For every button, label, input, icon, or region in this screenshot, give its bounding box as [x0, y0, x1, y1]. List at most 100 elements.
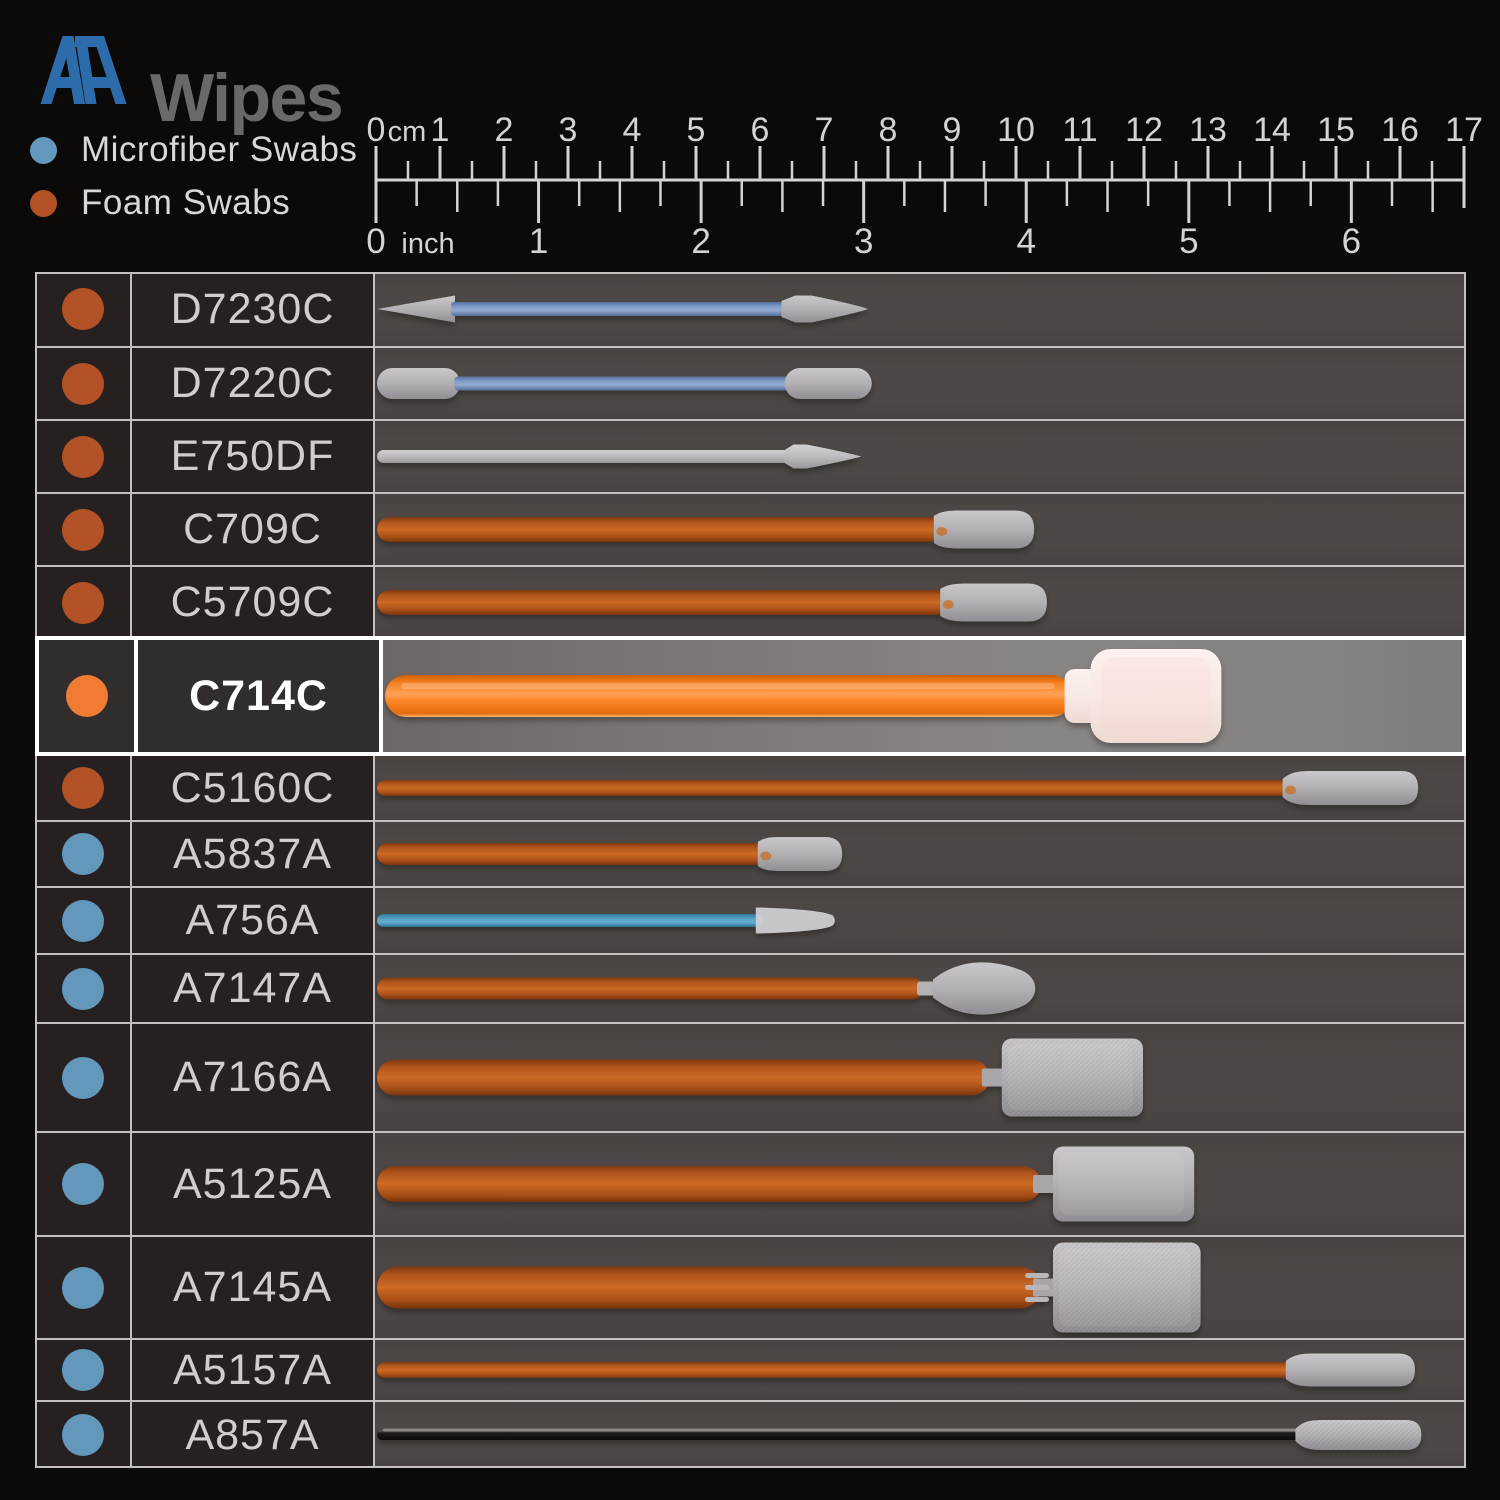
ruler-cm-label: 3 — [559, 111, 578, 149]
model-name: C714C — [134, 640, 379, 752]
ruler-cm-label: 15 — [1317, 111, 1355, 149]
model-name: A5837A — [130, 822, 373, 886]
category-dot-cell — [35, 348, 130, 419]
ruler-cm-label: 7 — [815, 111, 834, 149]
model-name: D7220C — [130, 348, 373, 419]
foam-dot-icon — [61, 581, 104, 624]
legend-label-microfiber: Microfiber Swabs — [81, 130, 358, 169]
model-name: E750DF — [130, 421, 373, 492]
swab-illustration-a7145a — [377, 1242, 1201, 1333]
swab-svg-e750df — [377, 444, 862, 469]
swab-length-cell — [373, 888, 1466, 953]
foam-dot-icon — [30, 189, 57, 217]
table-row-a857a: A857A — [35, 1400, 1466, 1468]
microfiber-dot-icon — [61, 833, 104, 875]
microfiber-dot-icon — [61, 899, 104, 942]
swab-illustration-c709c — [377, 510, 1035, 549]
microfiber-dot-icon — [61, 1414, 104, 1456]
ruler-inch-label: 4 — [1017, 222, 1036, 261]
swab-svg-a7166a — [377, 1038, 1143, 1117]
model-name: C5709C — [130, 567, 373, 638]
swab-length-cell — [373, 272, 1466, 346]
ruler-cm-label: 17 — [1445, 111, 1483, 149]
swab-svg-a857a — [377, 1420, 1422, 1450]
ruler-cm-label: 16 — [1381, 111, 1419, 149]
model-name: A5125A — [130, 1133, 373, 1235]
microfiber-dot-icon — [61, 967, 104, 1010]
swab-illustration-a7166a — [377, 1038, 1143, 1117]
foam-dot-icon — [61, 767, 104, 809]
swab-svg-a7145a — [377, 1242, 1201, 1333]
ruler-cm-label: 1 — [431, 111, 450, 149]
category-dot-cell — [35, 1133, 130, 1235]
swab-length-cell — [373, 1237, 1466, 1338]
ruler-inch-label: 2 — [691, 222, 710, 261]
category-dot-cell — [35, 822, 130, 886]
swab-length-cell — [373, 567, 1466, 638]
ruler-cm-label: 2 — [495, 111, 514, 149]
microfiber-dot-icon — [61, 1056, 104, 1099]
category-dot-cell — [35, 955, 130, 1022]
table-row-c5160c: C5160C — [35, 754, 1466, 820]
swab-length-cell — [373, 421, 1466, 492]
ruler-cm-label: 4 — [623, 111, 642, 149]
ruler-inch-label: 1 — [529, 222, 548, 261]
model-name: A857A — [130, 1402, 373, 1468]
foam-dot-icon — [61, 508, 104, 551]
category-dot-cell — [35, 421, 130, 492]
swab-length-cell — [373, 822, 1466, 886]
model-name: A5157A — [130, 1340, 373, 1400]
swab-svg-d7220c — [377, 368, 872, 399]
foam-dot-icon — [61, 362, 104, 405]
ruler-cm-unit-label: cm — [388, 116, 427, 148]
table-row-a5837a: A5837A — [35, 820, 1466, 886]
swab-illustration-c714c — [385, 649, 1222, 743]
category-dot-cell — [35, 888, 130, 953]
swab-svg-c5160c — [377, 771, 1419, 805]
swab-length-cell — [373, 1133, 1466, 1235]
swab-illustration-c5709c — [377, 583, 1047, 622]
swab-illustration-d7220c — [377, 368, 872, 399]
logo-aa-icon — [40, 36, 127, 104]
swab-length-cell — [373, 756, 1466, 820]
category-dot-cell — [35, 1237, 130, 1338]
microfiber-dot-icon — [30, 136, 57, 164]
table-row-d7230c: D7230C — [35, 272, 1466, 346]
microfiber-dot-icon — [61, 1349, 104, 1391]
microfiber-dot-icon — [61, 1266, 104, 1309]
swab-illustration-a5125a — [377, 1146, 1195, 1222]
ruler-cm-label: 12 — [1125, 111, 1163, 149]
ruler-cm-label: 10 — [997, 111, 1035, 149]
swab-length-cell — [373, 955, 1466, 1022]
table-row-a7145a: A7145A — [35, 1235, 1466, 1338]
ruler-cm-label: 6 — [751, 111, 770, 149]
category-dot-cell — [35, 567, 130, 638]
logo-wordmark: Wipes — [150, 60, 344, 136]
model-name: D7230C — [130, 272, 373, 346]
ruler-inch-label: 3 — [854, 222, 873, 261]
table-row-a7147a: A7147A — [35, 953, 1466, 1022]
model-name: A756A — [130, 888, 373, 953]
ruler-inch-label: 0 — [366, 222, 385, 261]
ruler-cm-label: 11 — [1062, 111, 1097, 149]
swab-illustration-a7147a — [377, 962, 1036, 1015]
category-dot-cell — [35, 1402, 130, 1468]
model-name: A7166A — [130, 1024, 373, 1131]
legend: Microfiber Swabs Foam Swabs — [30, 130, 357, 236]
swab-illustration-a5157a — [377, 1353, 1415, 1387]
ruler-cm-label: 13 — [1189, 111, 1227, 149]
table-row-d7220c: D7220C — [35, 346, 1466, 419]
model-name: A7147A — [130, 955, 373, 1022]
legend-label-foam: Foam Swabs — [81, 183, 291, 222]
swab-svg-c709c — [377, 510, 1035, 549]
swab-svg-c714c — [385, 649, 1222, 743]
swab-svg-a5157a — [377, 1353, 1415, 1387]
swab-svg-a5837a — [377, 837, 843, 871]
table-row-a7166a: A7166A — [35, 1022, 1466, 1131]
ruler-cm-label: 5 — [687, 111, 706, 149]
microfiber-dot-icon — [61, 1163, 104, 1205]
swab-illustration-a857a — [377, 1420, 1422, 1450]
swab-illustration-a5837a — [377, 837, 843, 871]
